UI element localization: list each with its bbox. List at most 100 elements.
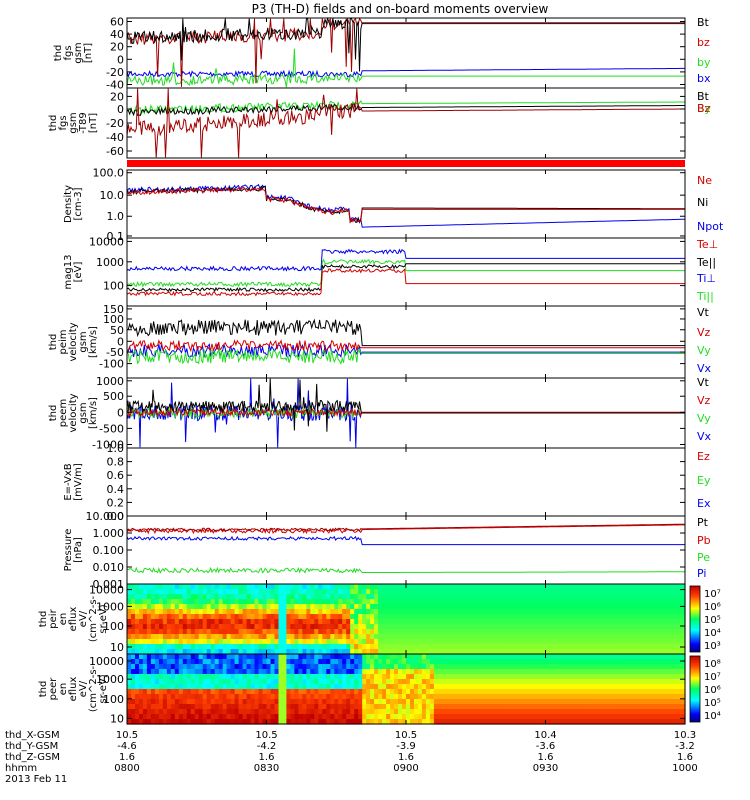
spectrogram-cell bbox=[425, 589, 431, 595]
spectrogram-cell bbox=[206, 694, 212, 700]
spectrogram-cell bbox=[230, 714, 236, 720]
spectrogram-cell bbox=[461, 624, 467, 630]
legend-efield-2: Ex bbox=[697, 497, 711, 510]
spectrogram-cell bbox=[469, 584, 475, 590]
spectrogram-cell bbox=[581, 614, 586, 620]
spectrogram-cell bbox=[533, 694, 539, 700]
spectrogram-cell bbox=[350, 669, 355, 675]
spectrogram-cell bbox=[665, 684, 670, 690]
spectrogram-cell bbox=[677, 704, 682, 710]
spectrogram-cell bbox=[182, 664, 188, 670]
spectrogram-cell bbox=[673, 654, 678, 660]
spectrogram-cell bbox=[226, 684, 232, 690]
spectrogram-cell bbox=[577, 644, 582, 650]
spectrogram-cell bbox=[593, 694, 598, 700]
spectrogram-cell bbox=[433, 689, 439, 695]
spectrogram-cell bbox=[453, 619, 459, 625]
spectrogram-cell bbox=[681, 649, 686, 655]
spectrogram-cell bbox=[513, 684, 519, 690]
spectrogram-cell bbox=[326, 639, 331, 645]
spectrogram-cell bbox=[242, 709, 248, 715]
spectrogram-cell bbox=[661, 669, 666, 675]
y-axis-label-line: eV/ bbox=[78, 610, 89, 627]
series-te-perp bbox=[126, 268, 685, 297]
spectrogram-cell bbox=[378, 649, 383, 655]
spectrogram-cell bbox=[621, 584, 626, 590]
spectrogram-cell bbox=[306, 714, 311, 720]
spectrogram-cell bbox=[613, 614, 618, 620]
spectrogram-cell bbox=[402, 589, 407, 595]
spectrogram-cell bbox=[146, 634, 152, 640]
spectrogram-cell bbox=[489, 639, 495, 645]
spectrogram-cell bbox=[290, 629, 295, 635]
spectrogram-cell bbox=[350, 699, 355, 705]
spectrogram-cell bbox=[649, 634, 654, 640]
spectrogram-cell bbox=[629, 664, 634, 670]
spectrogram-cell bbox=[198, 609, 204, 615]
spectrogram-cell bbox=[421, 644, 427, 650]
spectrogram-cell bbox=[330, 669, 335, 675]
spectrogram-cell bbox=[561, 664, 566, 670]
spectrogram-cell bbox=[346, 629, 351, 635]
spectrogram-cell bbox=[549, 664, 555, 670]
spectrogram-cell bbox=[493, 699, 499, 705]
spectrogram-cell bbox=[342, 584, 347, 590]
spectrogram-cell bbox=[194, 659, 200, 665]
spectrogram-cell bbox=[298, 679, 303, 685]
spectrogram-cell bbox=[497, 709, 503, 715]
spectrogram-cell bbox=[453, 679, 459, 685]
spectrogram-cell bbox=[158, 649, 164, 655]
spectrogram-cell bbox=[270, 639, 276, 645]
spectrogram-cell bbox=[162, 704, 168, 710]
spectrogram-cell bbox=[170, 674, 176, 680]
spectrogram-cell bbox=[182, 709, 188, 715]
spectrogram-cell bbox=[549, 694, 555, 700]
spectrogram-cell bbox=[242, 604, 248, 610]
spectrogram-cell bbox=[386, 589, 391, 595]
spectrogram-cell bbox=[429, 714, 435, 720]
spectrogram-cell bbox=[290, 649, 295, 655]
spectrogram-cell bbox=[649, 664, 654, 670]
spectrogram-cell bbox=[445, 624, 451, 630]
spectrogram-cell bbox=[290, 679, 295, 685]
spectrogram-cell bbox=[174, 604, 180, 610]
spectrogram-cell bbox=[481, 624, 487, 630]
spectrogram-cell bbox=[378, 624, 383, 630]
spectrogram-cell bbox=[625, 594, 630, 600]
spectrogram-cell bbox=[601, 624, 606, 630]
spectrogram-cell bbox=[350, 614, 355, 620]
spectrogram-cell bbox=[230, 704, 236, 710]
spectrogram-cell bbox=[481, 599, 487, 605]
spectrogram-cell bbox=[537, 699, 543, 705]
spectrogram-cell bbox=[485, 599, 491, 605]
spectrogram-cell bbox=[266, 719, 272, 725]
spectrogram-cell bbox=[214, 704, 220, 710]
spectrogram-cell bbox=[545, 639, 551, 645]
spectrogram-cell bbox=[238, 689, 244, 695]
spectrogram-cell bbox=[366, 649, 371, 655]
spectrogram-cell bbox=[174, 699, 180, 705]
spectrogram-cell bbox=[453, 629, 459, 635]
spectrogram-cell bbox=[633, 654, 638, 660]
spectrogram-cell bbox=[637, 669, 642, 675]
spectrogram-cell bbox=[218, 634, 224, 640]
spectrogram-cell bbox=[577, 589, 582, 595]
spectrogram-cell bbox=[445, 594, 451, 600]
spectrogram-cell bbox=[661, 704, 666, 710]
spectrogram-cell bbox=[174, 584, 180, 590]
spectrogram-cell bbox=[222, 679, 228, 685]
spectrogram-cell bbox=[449, 669, 455, 675]
spectrogram-cell bbox=[453, 594, 459, 600]
spectrogram-cell bbox=[222, 644, 228, 650]
spectrogram-cell bbox=[633, 594, 638, 600]
spectrogram-cell bbox=[346, 594, 351, 600]
spectrogram-cell bbox=[681, 684, 686, 690]
spectrogram-cell bbox=[441, 659, 447, 665]
spectrogram-cell bbox=[282, 614, 287, 620]
spectrogram-cell bbox=[198, 594, 204, 600]
spectrogram-cell bbox=[537, 619, 543, 625]
spectrogram-cell bbox=[166, 654, 172, 660]
spectrogram-cell bbox=[517, 644, 523, 650]
spectrogram-cell bbox=[521, 639, 527, 645]
y-axis-label-line: eflux bbox=[68, 607, 79, 632]
